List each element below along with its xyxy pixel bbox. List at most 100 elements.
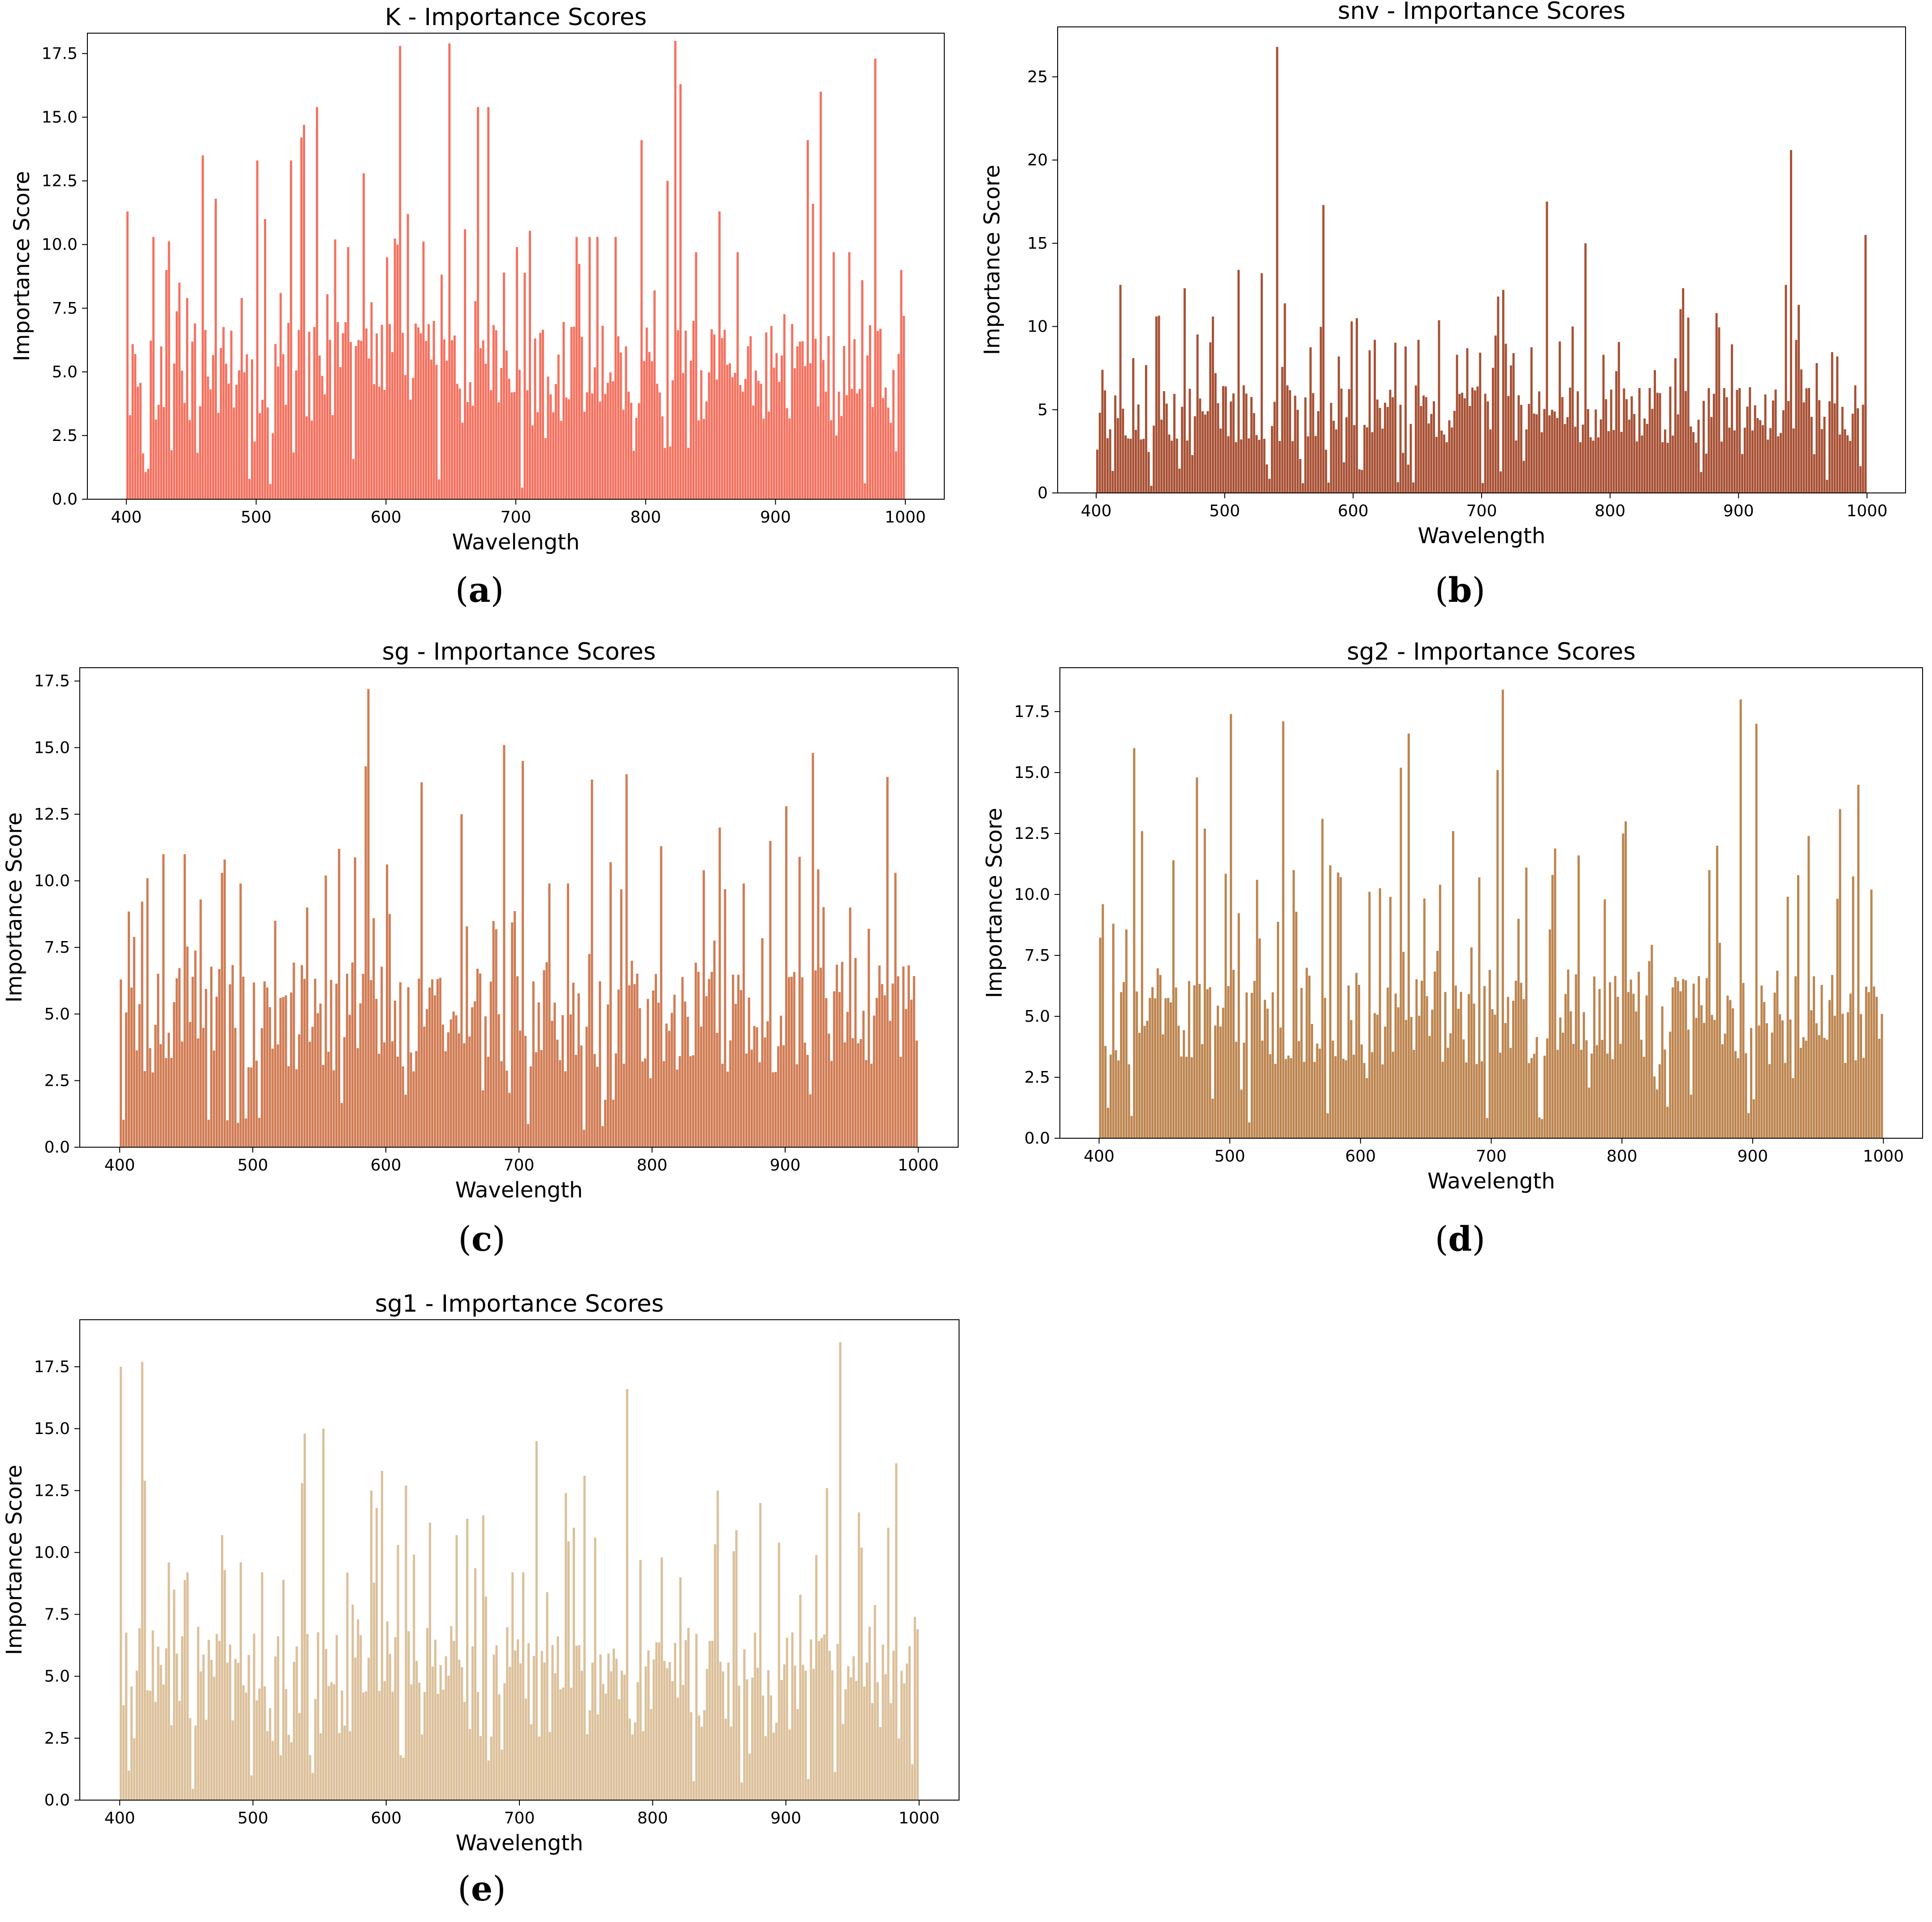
bar xyxy=(1191,455,1194,493)
y-tick-label: 7.5 xyxy=(44,938,70,957)
bar xyxy=(1444,992,1447,1138)
bar xyxy=(173,1589,176,1800)
bar xyxy=(1363,425,1366,493)
bar xyxy=(417,327,419,499)
bar xyxy=(601,325,604,499)
bar xyxy=(1836,898,1839,1138)
bar xyxy=(1332,420,1335,493)
bar xyxy=(1766,1023,1768,1138)
bar xyxy=(793,972,795,1147)
bar xyxy=(1818,1035,1820,1138)
bar xyxy=(602,1684,605,1800)
bar xyxy=(1585,1040,1588,1138)
bar xyxy=(335,1635,338,1800)
bar xyxy=(207,376,209,499)
bar xyxy=(1143,1026,1146,1138)
bar xyxy=(569,1014,572,1147)
bar xyxy=(344,322,347,499)
bar xyxy=(698,1715,700,1800)
bar xyxy=(573,327,575,499)
bar xyxy=(443,339,445,499)
x-tick-label: 800 xyxy=(637,1156,668,1175)
bar xyxy=(1294,395,1297,493)
bar xyxy=(199,406,202,499)
caption-letter: e xyxy=(471,1869,493,1909)
bar xyxy=(224,1570,226,1800)
bar xyxy=(618,1699,621,1800)
bar xyxy=(613,1648,615,1800)
bar xyxy=(255,1700,258,1800)
bar xyxy=(1214,373,1217,493)
bar xyxy=(128,1771,130,1800)
bar xyxy=(648,352,651,499)
bar xyxy=(1407,733,1410,1138)
bar xyxy=(780,1680,783,1800)
bar xyxy=(404,1094,407,1147)
bar xyxy=(466,402,469,499)
bar xyxy=(599,402,601,499)
bar xyxy=(1304,397,1307,493)
bar xyxy=(255,1060,258,1147)
bar xyxy=(684,1640,687,1800)
bar xyxy=(849,907,851,1147)
bar xyxy=(259,413,261,499)
bar xyxy=(665,1024,668,1147)
y-tick-label: 15.0 xyxy=(1014,764,1050,782)
bar xyxy=(831,1670,834,1800)
bar xyxy=(674,1643,676,1800)
bar xyxy=(306,907,308,1147)
x-tick-label: 800 xyxy=(1607,1147,1638,1166)
x-tick-label: 1000 xyxy=(885,508,926,527)
x-tick-label: 700 xyxy=(504,1809,535,1827)
bar xyxy=(1846,435,1849,493)
bar xyxy=(333,1684,335,1800)
bar xyxy=(378,1054,380,1147)
bar xyxy=(692,321,695,499)
bar xyxy=(599,981,601,1147)
bar xyxy=(1102,904,1104,1138)
bar xyxy=(1486,1118,1488,1138)
bar xyxy=(1371,432,1374,493)
bar xyxy=(1703,1023,1706,1138)
bar xyxy=(338,1733,341,1800)
bar xyxy=(282,997,285,1147)
bar xyxy=(1147,452,1150,493)
bar xyxy=(1601,1040,1604,1138)
bar xyxy=(748,1754,751,1800)
bar xyxy=(814,339,817,499)
bar xyxy=(564,1071,567,1147)
bar xyxy=(1566,417,1569,493)
bar xyxy=(825,391,827,499)
bar xyxy=(484,1016,487,1147)
bar xyxy=(191,1788,194,1800)
bar xyxy=(396,244,399,499)
bar xyxy=(860,1039,862,1147)
bar xyxy=(495,1645,498,1800)
bar xyxy=(458,1659,461,1800)
bar xyxy=(817,869,820,1147)
bar xyxy=(655,1642,658,1800)
bar xyxy=(1533,1054,1535,1138)
bar xyxy=(269,1708,272,1800)
bar xyxy=(147,469,150,499)
bar xyxy=(875,998,878,1147)
bar xyxy=(386,864,389,1147)
x-tick-label: 1000 xyxy=(1846,502,1888,520)
y-axis-label: Importance Score xyxy=(9,171,35,362)
bar xyxy=(697,420,700,499)
bar xyxy=(535,1052,537,1147)
bar xyxy=(791,324,794,499)
bar xyxy=(1684,391,1687,493)
bar xyxy=(160,1665,162,1800)
bar xyxy=(679,1056,681,1147)
bar xyxy=(881,984,883,1147)
bar xyxy=(476,968,479,1147)
bar xyxy=(437,1693,439,1800)
bar xyxy=(866,355,869,499)
chart-svg: 400 500 600 700 800 900 10000.02.55.07.510.012… xyxy=(982,638,1923,1194)
bar xyxy=(1831,975,1833,1138)
bar xyxy=(681,977,684,1147)
bar xyxy=(742,391,744,499)
bar xyxy=(477,107,480,499)
bar xyxy=(827,1033,830,1147)
